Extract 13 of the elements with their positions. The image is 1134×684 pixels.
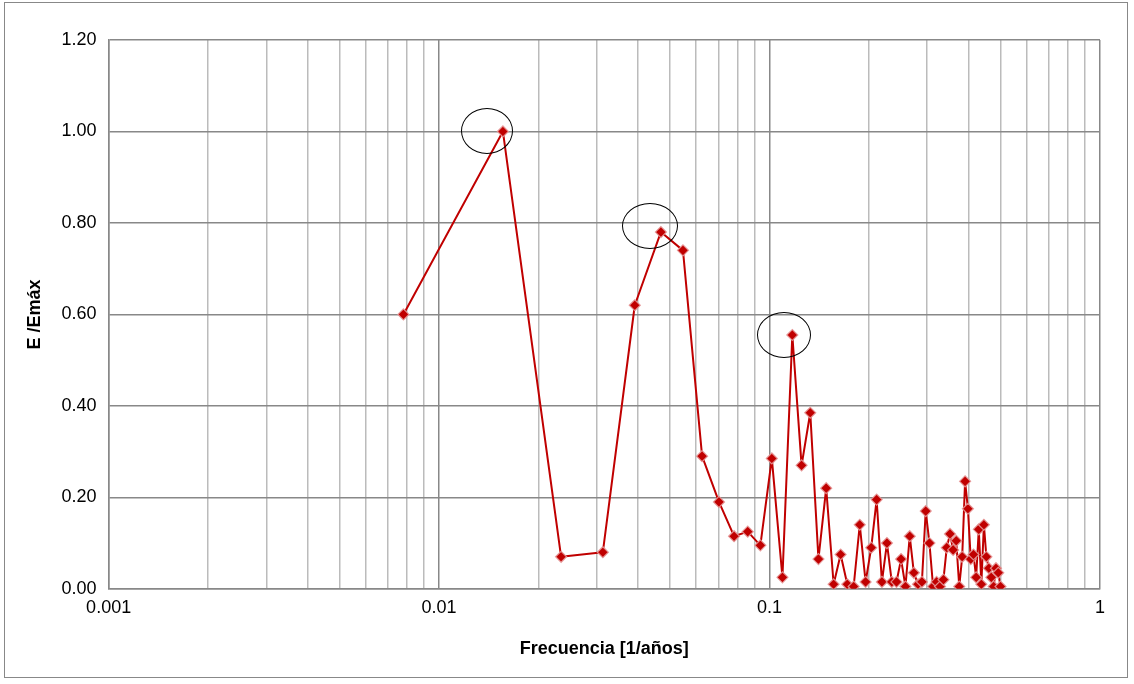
y-tick-label: 0.20 bbox=[61, 486, 97, 507]
y-tick-label: 1.00 bbox=[61, 120, 97, 141]
y-tick-label: 0.00 bbox=[61, 577, 97, 598]
y-tick-label: 0.40 bbox=[61, 394, 97, 415]
x-tick-label: 0.01 bbox=[421, 596, 457, 617]
y-tick-label: 1.20 bbox=[61, 28, 97, 49]
x-tick-label: 1 bbox=[1094, 596, 1106, 617]
y-tick-label: 0.80 bbox=[61, 211, 97, 232]
y-axis-title: E /Emáx bbox=[23, 279, 44, 350]
x-tick-label: 0.001 bbox=[86, 596, 132, 617]
x-tick-label: 0.1 bbox=[757, 596, 783, 617]
x-axis-title: Frecuencia [1/años] bbox=[519, 638, 689, 659]
y-tick-label: 0.60 bbox=[61, 303, 97, 324]
